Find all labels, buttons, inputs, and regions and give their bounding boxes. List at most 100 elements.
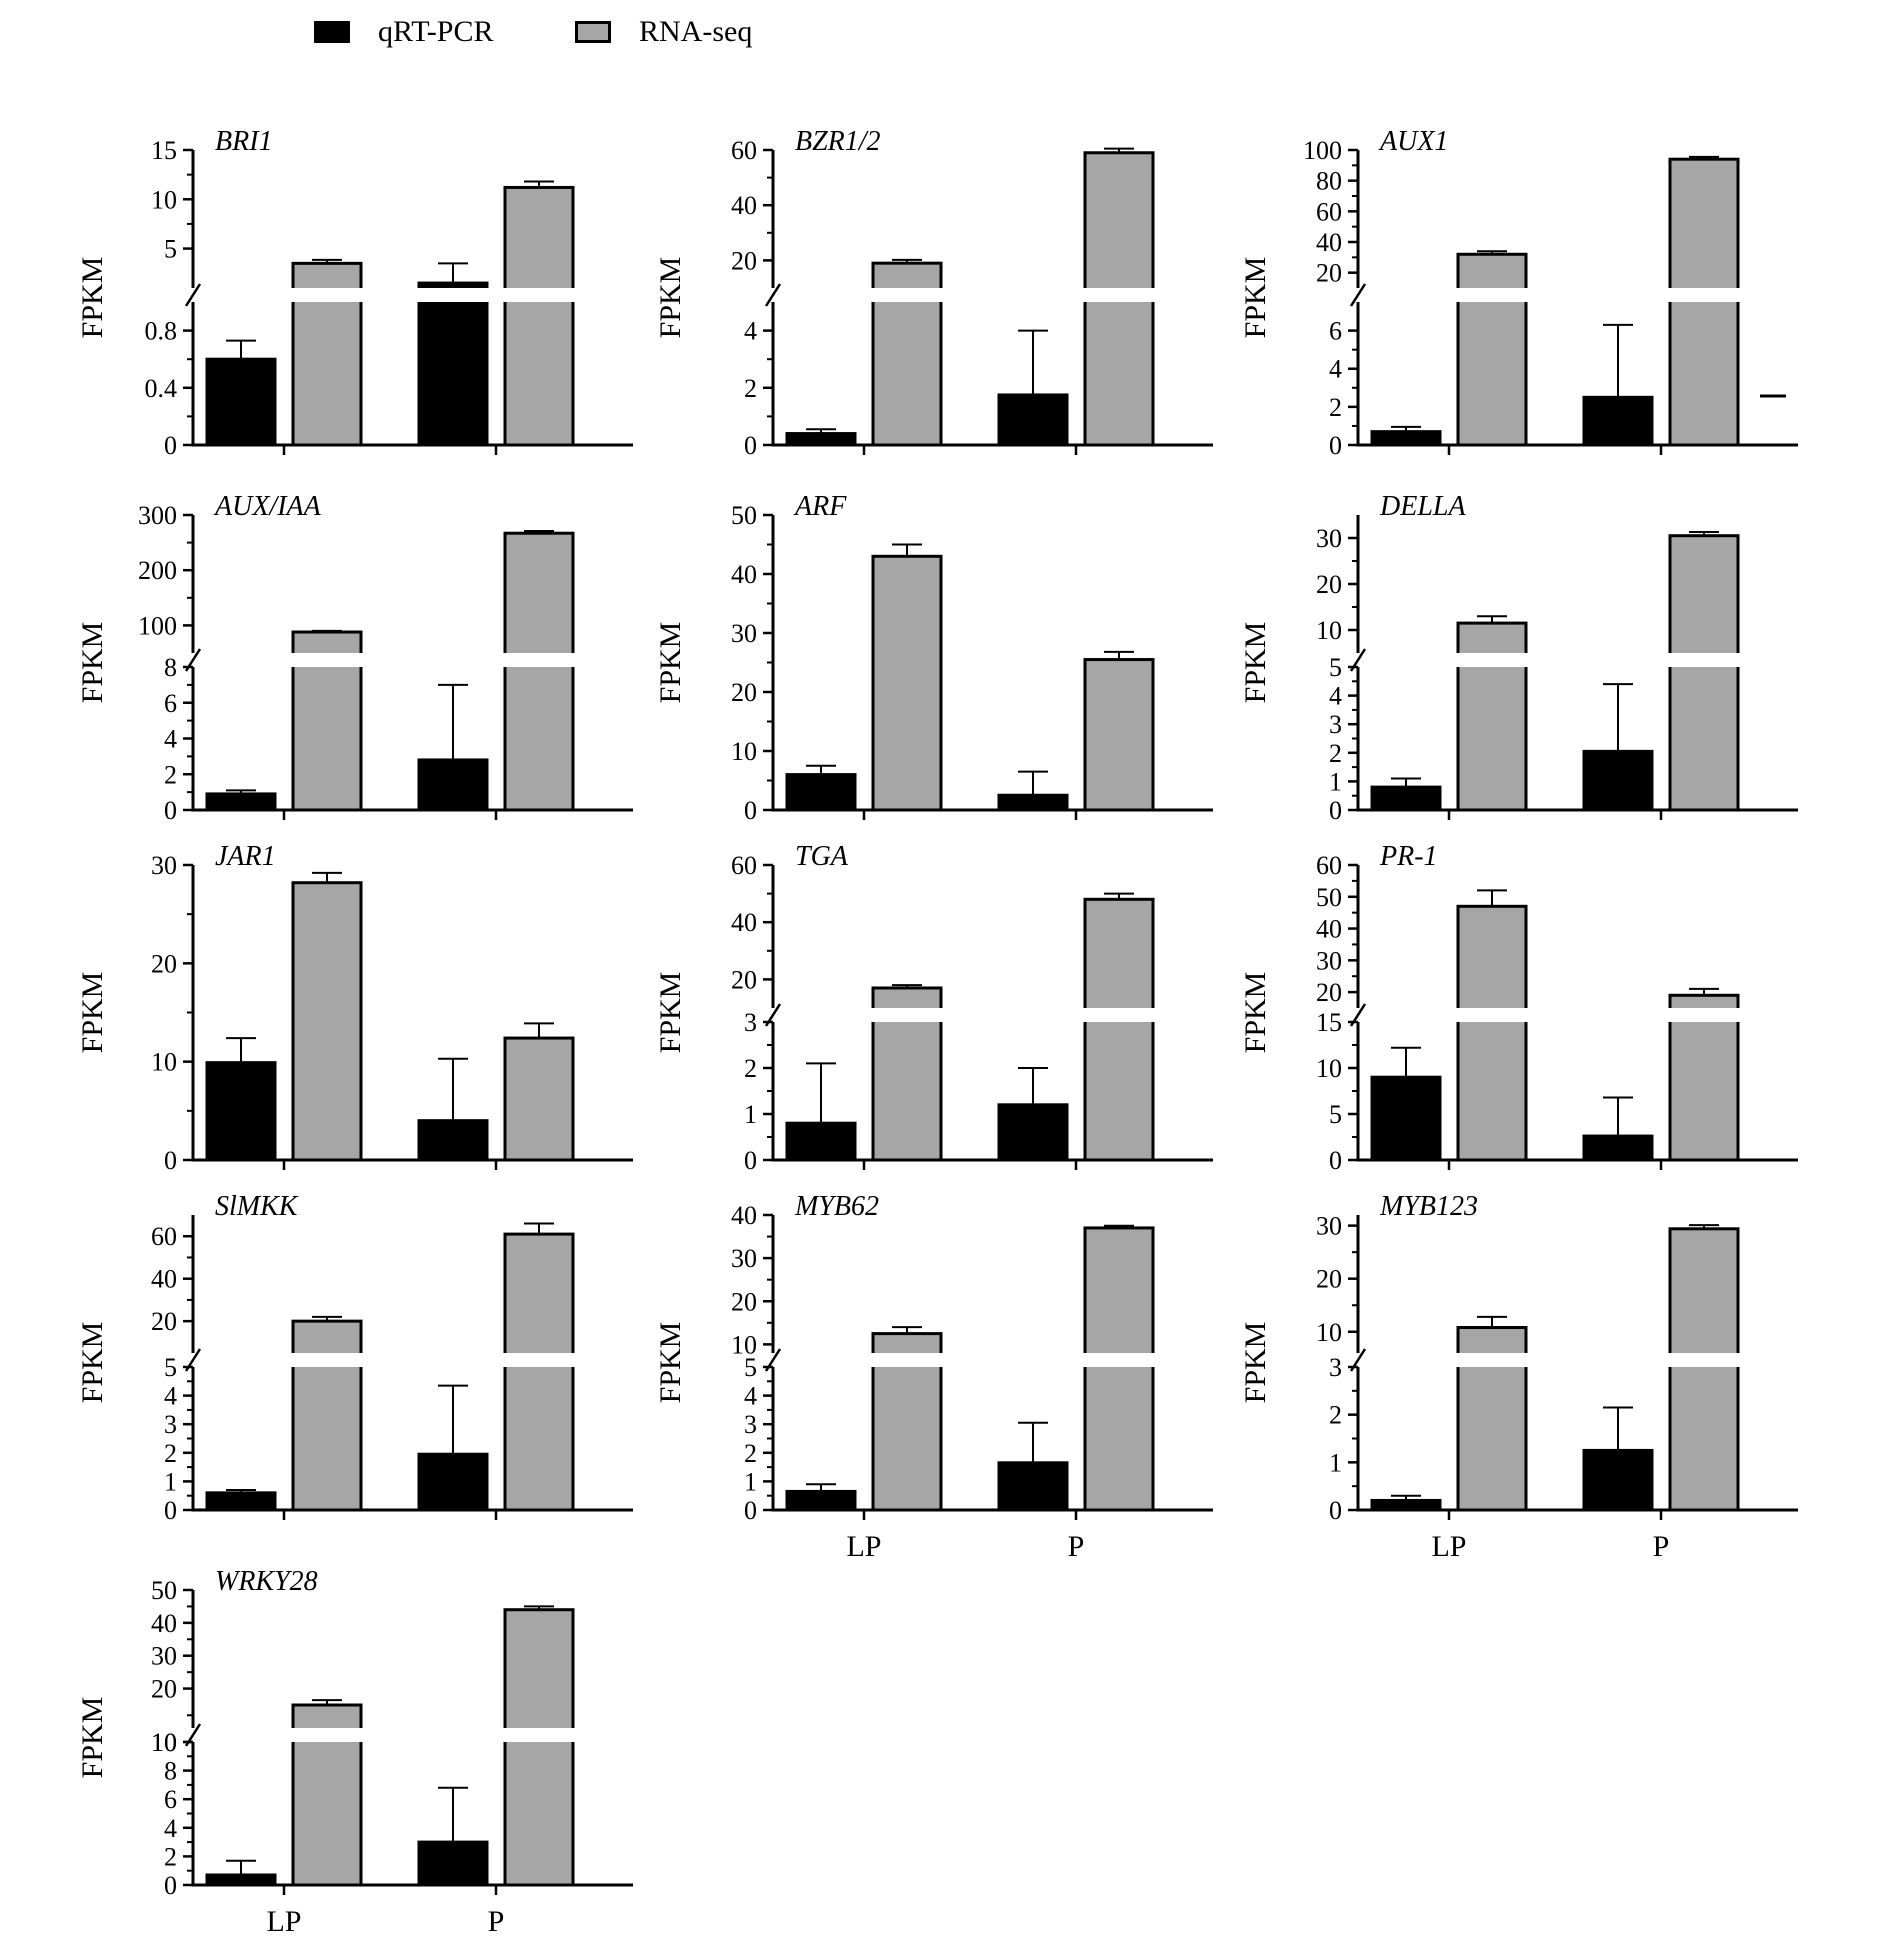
chart-panel-1: 0 2 4 20 40 60 FPKM BZR1/2 — [654, 126, 1213, 460]
y-tick-label: 20 — [151, 949, 177, 978]
y-tick-label: 0 — [164, 1496, 177, 1525]
y-axis-label: FPKM — [76, 622, 109, 704]
bar-break-gap — [502, 653, 576, 667]
y-tick-label: 30 — [1316, 946, 1342, 975]
gene-name: AUX/IAA — [213, 491, 322, 522]
bar-qrt-pcr-0 — [785, 773, 857, 812]
bar-rna-seq-1 — [503, 1232, 575, 1512]
gene-name: BZR1/2 — [795, 126, 881, 157]
y-tick-label: 2 — [744, 1439, 757, 1468]
bar-break-gap — [870, 1008, 944, 1022]
y-tick-label: 0 — [1329, 796, 1342, 825]
y-tick-label: 0 — [744, 431, 757, 460]
x-tick-label: LP — [846, 1530, 881, 1563]
y-tick-label: 20 — [731, 246, 757, 275]
bar-break-gap — [1082, 1353, 1156, 1367]
bar-rna-seq-1 — [1668, 1227, 1740, 1512]
y-tick-label: 1 — [164, 1467, 177, 1496]
gene-name: BRI1 — [215, 126, 273, 157]
bar-break-gap — [1667, 653, 1741, 667]
bar-qrt-pcr-0 — [1370, 430, 1442, 447]
y-tick-label: 0.8 — [145, 317, 178, 346]
y-tick-label: 4 — [164, 1382, 177, 1411]
y-tick-label: 5 — [164, 1353, 177, 1382]
y-tick-label: 40 — [731, 908, 757, 937]
chart-panel-7: 0 1 2 3 20 40 60 FPKM TGA — [654, 841, 1213, 1175]
legend-item-rna-seq[interactable]: RNA-seq — [575, 14, 752, 50]
gene-name: WRKY28 — [215, 1566, 318, 1597]
y-tick-label: 50 — [1316, 883, 1342, 912]
y-tick-label: 2 — [744, 374, 757, 403]
y-tick-label: 5 — [1329, 1100, 1342, 1129]
y-tick-label: 10 — [731, 737, 757, 766]
gene-name: JAR1 — [215, 841, 276, 872]
bar-rna-seq-0 — [1456, 252, 1528, 447]
y-tick-label: 20 — [151, 1675, 177, 1704]
y-tick-label: 80 — [1316, 167, 1342, 196]
y-tick-label: 30 — [1316, 1212, 1342, 1241]
y-axis-label: FPKM — [1239, 1322, 1272, 1404]
bar-rna-seq-1 — [1668, 534, 1740, 812]
gene-name: DELLA — [1379, 491, 1466, 522]
y-tick-label: 4 — [164, 1814, 177, 1843]
y-tick-label: 4 — [1329, 355, 1342, 384]
bar-break-gap — [1455, 1008, 1529, 1022]
y-tick-label: 30 — [731, 619, 757, 648]
bar-qrt-pcr-0 — [785, 432, 857, 447]
legend-item-qrt-pcr[interactable]: qRT-PCR — [314, 14, 493, 50]
y-axis-label: FPKM — [76, 257, 109, 339]
y-tick-label: 40 — [1316, 228, 1342, 257]
bar-qrt-pcr-1 — [417, 1119, 489, 1162]
bar-rna-seq-1 — [503, 185, 575, 447]
y-tick-label: 4 — [1329, 682, 1342, 711]
y-tick-label: 10 — [151, 1048, 177, 1077]
y-axis-label: FPKM — [1239, 972, 1272, 1054]
gene-name: PR-1 — [1379, 841, 1438, 872]
bar-qrt-pcr-0 — [205, 792, 277, 812]
bar-rna-seq-0 — [871, 554, 943, 812]
y-tick-label: 1 — [1329, 1448, 1342, 1477]
bar-break-gap — [1455, 1353, 1529, 1367]
y-tick-label: 0 — [744, 1146, 757, 1175]
gene-name: MYB62 — [794, 1191, 879, 1222]
y-axis-label: FPKM — [76, 1322, 109, 1404]
y-axis-label: FPKM — [654, 972, 687, 1054]
y-tick-label: 40 — [151, 1265, 177, 1294]
bar-qrt-pcr-1 — [997, 1103, 1069, 1162]
bar-rna-seq-1 — [1668, 993, 1740, 1162]
y-tick-label: 10 — [151, 1728, 177, 1757]
bar-qrt-pcr-1 — [1582, 1134, 1654, 1162]
gene-name: TGA — [795, 841, 849, 872]
y-tick-label: 0 — [744, 796, 757, 825]
bar-break-gap — [1082, 288, 1156, 302]
y-tick-label: 200 — [138, 556, 177, 585]
y-tick-label: 5 — [744, 1353, 757, 1382]
y-tick-label: 5 — [164, 235, 177, 264]
y-tick-label: 0.4 — [145, 374, 178, 403]
y-tick-label: 20 — [1316, 978, 1342, 1007]
bar-break-gap — [1455, 288, 1529, 302]
y-tick-label: 10 — [151, 1728, 177, 1757]
legend-label-rna-seq: RNA-seq — [639, 15, 753, 48]
y-tick-label: 0 — [164, 1146, 177, 1175]
x-tick-label: P — [1653, 1530, 1670, 1563]
y-tick-label: 1 — [744, 1467, 757, 1496]
bar-qrt-pcr-0 — [785, 1121, 857, 1162]
legend: qRT-PCR RNA-seq — [0, 0, 1890, 80]
y-axis-label: FPKM — [654, 257, 687, 339]
y-tick-label: 3 — [1329, 1353, 1342, 1382]
y-tick-label: 20 — [151, 1307, 177, 1336]
y-tick-label: 2 — [744, 1054, 757, 1083]
bar-qrt-pcr-1 — [1582, 395, 1654, 447]
y-tick-label: 4 — [744, 317, 757, 346]
bar-rna-seq-1 — [1083, 897, 1155, 1162]
bar-break-gap — [1082, 1008, 1156, 1022]
x-tick-label: LP — [1431, 1530, 1466, 1563]
bar-rna-seq-0 — [291, 1319, 363, 1512]
bar-qrt-pcr-0 — [205, 1873, 277, 1887]
x-tick-label: LP — [266, 1905, 301, 1938]
bar-break-gap — [1667, 1353, 1741, 1367]
